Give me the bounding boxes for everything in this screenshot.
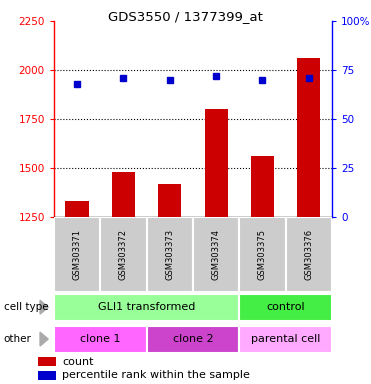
- Text: parental cell: parental cell: [251, 334, 320, 344]
- Bar: [147, 217, 193, 292]
- Polygon shape: [40, 300, 48, 314]
- Polygon shape: [40, 332, 48, 346]
- Bar: [286, 217, 332, 292]
- Text: clone 2: clone 2: [173, 334, 213, 344]
- Text: count: count: [62, 357, 93, 367]
- Text: GSM303373: GSM303373: [165, 229, 174, 280]
- Bar: [39, 357, 56, 366]
- Text: GSM303376: GSM303376: [304, 229, 313, 280]
- Text: GSM303375: GSM303375: [258, 229, 267, 280]
- Bar: [239, 294, 332, 321]
- Bar: [193, 217, 239, 292]
- Bar: [54, 217, 100, 292]
- Bar: [65, 201, 89, 384]
- Text: GSM303371: GSM303371: [72, 229, 82, 280]
- Bar: [297, 58, 321, 384]
- Bar: [239, 326, 332, 353]
- Text: GSM303372: GSM303372: [119, 229, 128, 280]
- Text: clone 1: clone 1: [80, 334, 121, 344]
- Text: GLI1 transformed: GLI1 transformed: [98, 302, 195, 312]
- Bar: [147, 326, 239, 353]
- Bar: [39, 371, 56, 380]
- Text: GDS3550 / 1377399_at: GDS3550 / 1377399_at: [108, 10, 263, 23]
- Bar: [251, 156, 274, 384]
- Bar: [100, 217, 147, 292]
- Text: percentile rank within the sample: percentile rank within the sample: [62, 371, 250, 381]
- Bar: [204, 109, 228, 384]
- Bar: [54, 326, 147, 353]
- Text: other: other: [4, 334, 32, 344]
- Bar: [112, 172, 135, 384]
- Text: GSM303374: GSM303374: [211, 229, 221, 280]
- Text: cell type: cell type: [4, 302, 48, 312]
- Bar: [239, 217, 286, 292]
- Bar: [54, 294, 239, 321]
- Text: control: control: [266, 302, 305, 312]
- Bar: [158, 184, 181, 384]
